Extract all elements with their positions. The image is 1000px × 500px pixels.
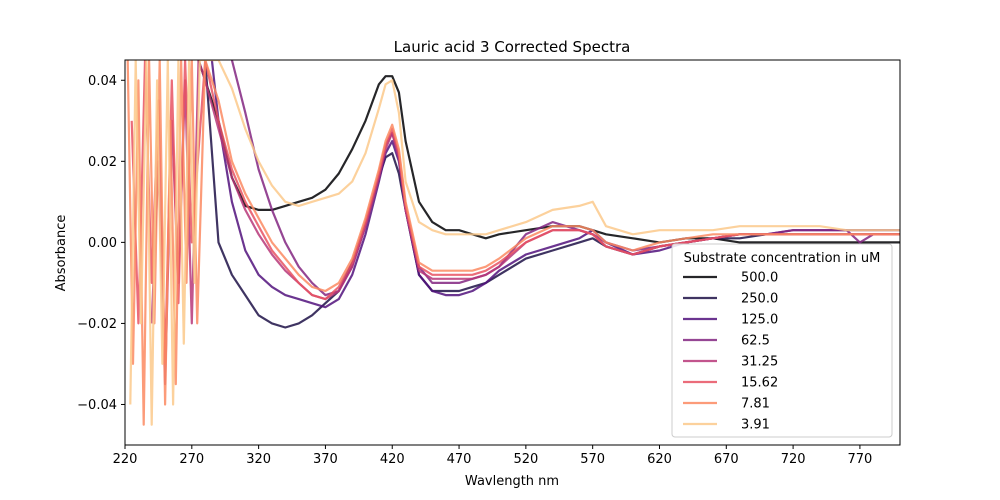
x-tick-label: 420 (380, 452, 405, 467)
series-line-250.0 (204, 60, 900, 329)
legend-label-62.5: 62.5 (741, 334, 770, 349)
x-axis: 220 270 320 370 420 470 520 570 620 670 720 770 (113, 445, 872, 467)
x-tick-label: 570 (580, 452, 605, 467)
y-tick-label: 0.04 (88, 74, 117, 89)
legend-label-125.0: 125.0 (741, 313, 778, 328)
legend-title: Substrate concentration in uM (684, 251, 881, 266)
series-line-7.81 (126, 60, 900, 426)
x-axis-label: Wavlength nm (465, 474, 559, 489)
series-line-3.91 (129, 60, 900, 426)
legend-label-500.0: 500.0 (741, 271, 778, 286)
legend-label-15.62: 15.62 (741, 376, 778, 391)
legend-box (671, 243, 893, 438)
x-tick-label: 770 (847, 452, 872, 467)
x-tick-label: 320 (246, 452, 271, 467)
chart-title: Lauric acid 3 Corrected Spectra (394, 38, 631, 56)
y-tick-label: 0.02 (88, 155, 117, 170)
y-tick-label: 0.00 (88, 236, 117, 251)
legend: Substrate concentration in uM 500.0 250.0… (671, 243, 893, 438)
x-tick-label: 620 (647, 452, 672, 467)
x-tick-label: 220 (113, 452, 138, 467)
series-line-500.0 (197, 60, 900, 244)
legend-label-7.81: 7.81 (741, 397, 770, 412)
y-tick-label: −0.02 (77, 317, 117, 332)
x-tick-label: 670 (714, 452, 739, 467)
y-axis-label: Absorbance (54, 215, 69, 292)
x-tick-label: 720 (781, 452, 806, 467)
legend-label-250.0: 250.0 (741, 292, 778, 307)
x-tick-label: 470 (447, 452, 472, 467)
plot-area-frame (124, 59, 901, 446)
x-tick-label: 370 (313, 452, 338, 467)
x-tick-label: 520 (513, 452, 538, 467)
x-tick-label: 270 (179, 452, 204, 467)
legend-label-3.91: 3.91 (741, 418, 770, 433)
y-tick-label: −0.04 (77, 398, 117, 413)
y-axis: −0.04 −0.02 0.00 0.02 0.04 (77, 74, 125, 413)
legend-label-31.25: 31.25 (741, 355, 778, 370)
